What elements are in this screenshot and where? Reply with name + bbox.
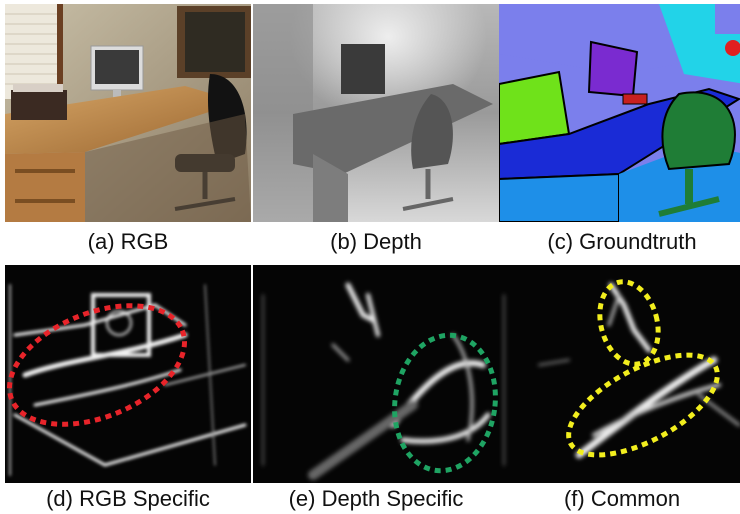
common-map: [499, 265, 740, 483]
highlight-ellipse-yellow-top: [597, 279, 661, 367]
caption-rgb: (a) RGB: [87, 229, 169, 254]
caption-rgb-specific: (d) RGB Specific: [46, 486, 210, 511]
highlight-ellipse-green: [392, 332, 498, 474]
depth-specific-map: [253, 265, 499, 483]
caption-depth-specific: (e) Depth Specific: [288, 486, 464, 511]
groundtruth-image: [499, 4, 740, 222]
caption-groundtruth: (c) Groundtruth: [547, 229, 697, 254]
caption-depth: (b) Depth: [330, 229, 422, 254]
rgb-specific-map: [5, 265, 251, 483]
depth-image: [253, 4, 499, 222]
caption-common: (f) Common: [563, 486, 681, 511]
highlight-ellipse-red: [7, 303, 187, 427]
rgb-image: [5, 4, 251, 222]
